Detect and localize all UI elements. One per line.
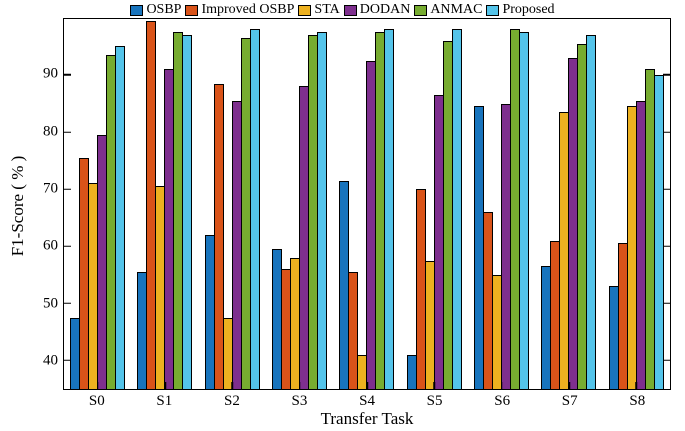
legend-swatch-icon — [343, 4, 357, 16]
x-tick-mark — [433, 382, 436, 389]
plot-area — [63, 18, 671, 390]
x-tick-label-s7: S7 — [561, 393, 578, 409]
y-tick-mark — [64, 245, 71, 248]
x-tick-mark — [298, 382, 301, 389]
x-tick-label-s3: S3 — [291, 393, 308, 409]
bar-group-s6 — [468, 19, 535, 389]
x-tick-label-s4: S4 — [359, 393, 375, 409]
bar-proposed-s3 — [317, 32, 328, 389]
legend: OSBP Improved OSBP STA DODAN ANMAC Proposed — [0, 2, 685, 18]
x-tick-label-s5: S5 — [426, 393, 443, 409]
x-tick-label-s8: S8 — [629, 393, 646, 409]
legend-swatch-icon — [486, 4, 500, 16]
bar-group-s0 — [64, 19, 131, 389]
x-tick-mark — [231, 382, 234, 389]
bar-group-s5 — [401, 19, 468, 389]
y-tick-label: 80 — [43, 123, 58, 140]
y-tick-mark — [64, 74, 71, 76]
y-tick-mark — [663, 359, 670, 362]
x-tick-mark — [164, 382, 166, 389]
legend-label: OSBP — [146, 2, 182, 17]
bar-group-s1 — [131, 19, 198, 389]
x-tick-label-s6: S6 — [494, 393, 511, 409]
x-tick-label-s1: S1 — [156, 393, 173, 409]
y-tick-mark — [64, 302, 71, 305]
bar-proposed-s2 — [249, 29, 260, 389]
legend-swatch-icon — [414, 4, 428, 16]
bar-groups — [64, 19, 670, 389]
bar-group-s7 — [535, 19, 602, 389]
legend-item-anmac: ANMAC — [414, 2, 482, 18]
x-tick-mark — [568, 382, 570, 389]
x-tick-labels: S0 S1 S2 S3 S4 S5 S6 S7 S8 — [63, 393, 671, 410]
bar-proposed-s0 — [115, 46, 126, 389]
legend-swatch-icon — [298, 4, 312, 16]
legend-swatch-icon — [185, 4, 199, 16]
x-tick-label-s0: S0 — [88, 393, 105, 409]
legend-item-dodan: DODAN — [343, 2, 411, 18]
legend-label: ANMAC — [430, 2, 483, 17]
bar-proposed-s7 — [586, 35, 597, 389]
bar-group-s4 — [333, 19, 400, 389]
legend-item-osbp: OSBP — [130, 2, 181, 18]
legend-label: DODAN — [359, 2, 411, 17]
bar-proposed-s6 — [519, 32, 530, 389]
y-tick-mark — [64, 188, 71, 190]
legend-label: Proposed — [502, 2, 555, 17]
x-tick-mark — [635, 382, 638, 389]
y-tick-label: 40 — [43, 352, 58, 369]
bar-group-s2 — [199, 19, 266, 389]
bar-improved-osbp-s4 — [348, 271, 359, 389]
x-tick-label-s2: S2 — [223, 393, 240, 409]
bar-group-s3 — [266, 19, 333, 389]
legend-label: Improved OSBP — [201, 2, 295, 17]
y-tick-label: 50 — [43, 295, 58, 312]
bar-proposed-s5 — [451, 29, 462, 389]
y-tick-mark — [663, 245, 670, 248]
bar-group-s8 — [603, 19, 670, 389]
legend-swatch-icon — [130, 4, 144, 16]
y-tick-mark — [663, 131, 670, 133]
y-tick-mark — [64, 131, 71, 133]
bar-proposed-s1 — [182, 35, 193, 389]
y-tick-mark — [663, 188, 670, 190]
y-tick-label: 60 — [43, 237, 58, 254]
x-axis-label: Transfer Task — [320, 409, 414, 428]
legend-item-improved-osbp: Improved OSBP — [185, 2, 294, 18]
x-tick-mark — [366, 382, 368, 389]
x-tick-mark — [500, 382, 503, 389]
legend-item-proposed: Proposed — [486, 2, 555, 18]
legend-label: STA — [314, 2, 340, 17]
bar-proposed-s4 — [384, 29, 395, 389]
y-tick-label: 90 — [43, 65, 58, 82]
bar-improved-osbp-s2 — [213, 83, 224, 389]
y-tick-labels: 40 50 60 70 80 90 — [18, 18, 58, 390]
y-tick-label: 70 — [43, 180, 58, 197]
legend-item-sta: STA — [298, 2, 340, 18]
y-tick-mark — [64, 359, 71, 362]
x-tick-mark — [96, 382, 99, 389]
bar-proposed-s8 — [653, 74, 664, 389]
y-tick-mark — [663, 302, 670, 305]
y-tick-mark — [663, 74, 670, 76]
